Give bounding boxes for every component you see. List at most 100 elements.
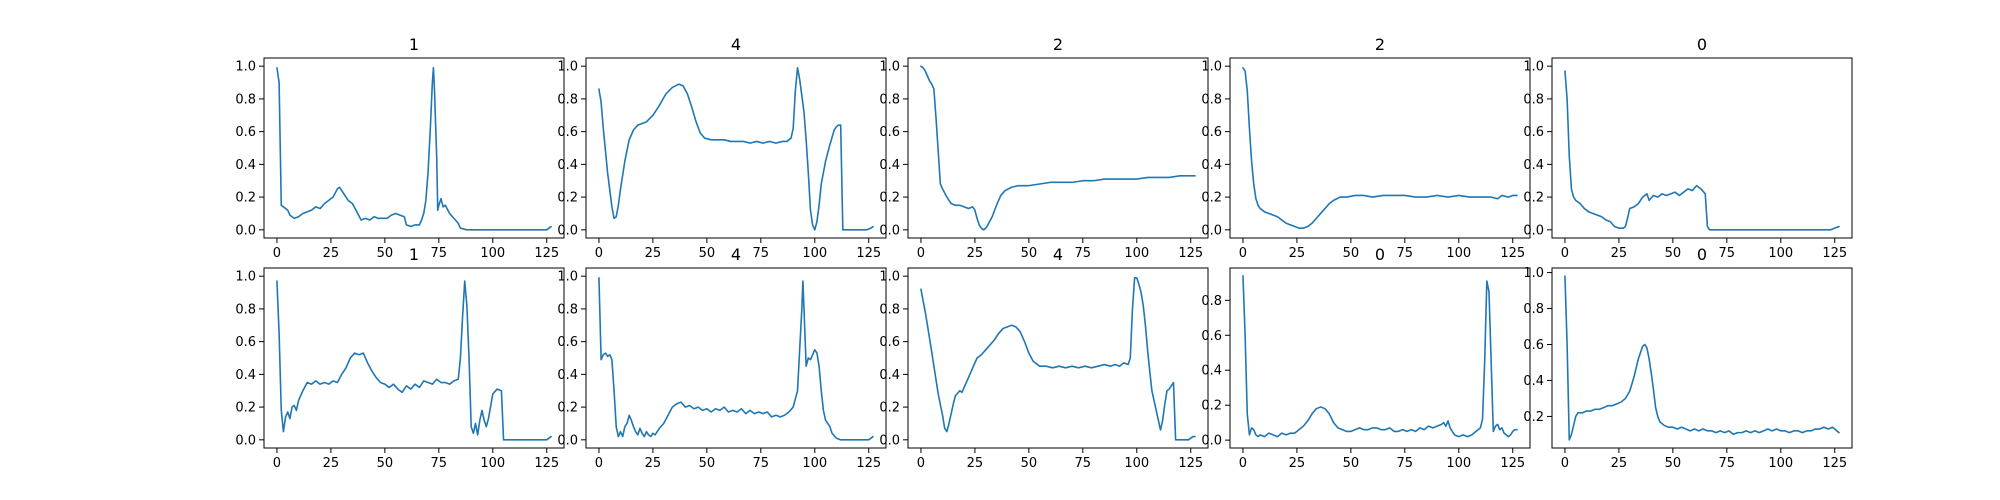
series-line (1564, 70, 1840, 231)
x-tick-label: 25 (1611, 246, 1628, 261)
x-tick-label: 25 (1289, 456, 1306, 471)
y-tick-label: 0.8 (557, 92, 578, 107)
x-tick-label: 100 (1446, 246, 1471, 261)
subplot-10: 0 0 25 50 75 100 125 0.2 0.4 0.6 0.8 1.0 (1523, 245, 1853, 471)
subplot-title: 0 (1697, 245, 1707, 264)
x-tick-label: 75 (1075, 246, 1092, 261)
x-tick-label: 0 (1239, 456, 1247, 471)
x-tick-label: 25 (323, 246, 340, 261)
y-tick-label: 0.0 (235, 433, 256, 448)
x-tick-label: 25 (967, 246, 984, 261)
y-tick-label: 1.0 (1523, 60, 1544, 75)
x-tick-label: 125 (1500, 456, 1525, 471)
y-tick-label: 0.0 (557, 223, 578, 238)
series-line (276, 67, 552, 231)
axes-frame (1229, 57, 1531, 239)
y-tick-label: 0.4 (557, 368, 578, 383)
y-tick-label: 0.8 (879, 92, 900, 107)
x-tick-label: 100 (1768, 246, 1793, 261)
y-tick-label: 0.2 (557, 191, 578, 206)
x-tick-label: 0 (595, 246, 603, 261)
subplot-6: 1 0 25 50 75 100 125 0.0 0.2 0.4 0.6 0.8 1.0 (235, 245, 565, 471)
x-tick-label: 125 (534, 246, 559, 261)
y-tick-label: 0.6 (1523, 338, 1544, 353)
y-tick-label: 1.0 (235, 270, 256, 285)
x-tick-label: 0 (273, 456, 281, 471)
x-tick-label: 100 (480, 246, 505, 261)
y-tick-label: 0.4 (235, 368, 256, 383)
y-tick-label: 0.8 (1201, 294, 1222, 309)
y-tick-label: 0.6 (1201, 125, 1222, 140)
x-tick-label: 50 (1343, 456, 1360, 471)
y-tick-label: 0.8 (879, 302, 900, 317)
subplot-title: 4 (731, 35, 741, 54)
subplot-1: 1 0 25 50 75 100 125 0.0 0.2 0.4 0.6 0.8 1.0 (235, 35, 565, 261)
x-tick-label: 50 (377, 456, 394, 471)
x-tick-label: 25 (1289, 246, 1306, 261)
series-line (920, 277, 1196, 441)
y-tick-label: 0.2 (1201, 191, 1222, 206)
y-tick-label: 1.0 (557, 270, 578, 285)
x-tick-label: 50 (1343, 246, 1360, 261)
subplot-title: 1 (409, 35, 419, 54)
x-tick-label: 0 (1561, 456, 1569, 471)
axes-frame (585, 57, 887, 239)
y-tick-label: 0.6 (1201, 329, 1222, 344)
y-tick-label: 0.2 (557, 401, 578, 416)
y-tick-label: 0.2 (235, 191, 256, 206)
y-tick-label: 0.0 (879, 223, 900, 238)
axes-frame (1551, 57, 1853, 239)
subplot-4: 2 0 25 50 75 100 125 0.0 0.2 0.4 0.6 0.8 1.0 (1201, 35, 1531, 261)
y-tick-label: 1.0 (557, 60, 578, 75)
subplot-title: 2 (1053, 35, 1063, 54)
axes-frame (263, 267, 565, 449)
subplot-9: 0 0 25 50 75 100 125 0.0 0.2 0.4 0.6 0.8 (1201, 245, 1531, 471)
x-tick-label: 25 (645, 456, 662, 471)
y-tick-label: 0.8 (557, 302, 578, 317)
y-tick-label: 0.6 (235, 125, 256, 140)
y-tick-label: 0.2 (235, 401, 256, 416)
y-tick-label: 0.2 (1523, 191, 1544, 206)
subplot-title: 0 (1375, 245, 1385, 264)
series-line (598, 67, 874, 231)
y-tick-label: 0.6 (557, 335, 578, 350)
x-tick-label: 50 (699, 246, 716, 261)
axes-frame (1229, 267, 1531, 449)
x-tick-label: 125 (856, 246, 881, 261)
x-tick-label: 100 (480, 456, 505, 471)
subplot-3: 2 0 25 50 75 100 125 0.0 0.2 0.4 0.6 0.8 1.0 (879, 35, 1209, 261)
subplot-title: 4 (1053, 245, 1063, 264)
y-tick-label: 0.8 (235, 302, 256, 317)
x-tick-label: 75 (431, 456, 448, 471)
y-tick-label: 0.4 (879, 368, 900, 383)
y-tick-label: 0.8 (1523, 92, 1544, 107)
axes-frame (1551, 267, 1853, 449)
series-line (1242, 275, 1518, 438)
y-tick-label: 0.0 (557, 433, 578, 448)
x-tick-label: 25 (967, 456, 984, 471)
x-tick-label: 0 (1239, 246, 1247, 261)
subplot-8: 4 0 25 50 75 100 125 0.0 0.2 0.4 0.6 0.8 1.0 (879, 245, 1209, 471)
axes-frame (585, 267, 887, 449)
x-tick-label: 25 (645, 246, 662, 261)
y-tick-label: 0.2 (1523, 410, 1544, 425)
y-tick-label: 0.0 (1523, 223, 1544, 238)
subplot-title: 0 (1697, 35, 1707, 54)
y-tick-label: 0.4 (1523, 374, 1544, 389)
y-tick-label: 0.6 (235, 335, 256, 350)
y-tick-label: 0.0 (235, 223, 256, 238)
y-tick-label: 1.0 (879, 60, 900, 75)
x-tick-label: 75 (1397, 246, 1414, 261)
x-tick-label: 75 (1397, 456, 1414, 471)
y-tick-label: 0.4 (1523, 158, 1544, 173)
x-tick-label: 100 (1768, 456, 1793, 471)
y-tick-label: 1.0 (235, 60, 256, 75)
subplot-7: 4 0 25 50 75 100 125 0.0 0.2 0.4 0.6 0.8 1.0 (557, 245, 887, 471)
x-tick-label: 100 (1124, 456, 1149, 471)
y-tick-label: 0.4 (879, 158, 900, 173)
subplot-5: 0 0 25 50 75 100 125 0.0 0.2 0.4 0.6 0.8 1.0 (1523, 35, 1853, 261)
x-tick-label: 0 (1561, 246, 1569, 261)
y-tick-label: 0.6 (1523, 125, 1544, 140)
y-tick-label: 0.2 (879, 401, 900, 416)
